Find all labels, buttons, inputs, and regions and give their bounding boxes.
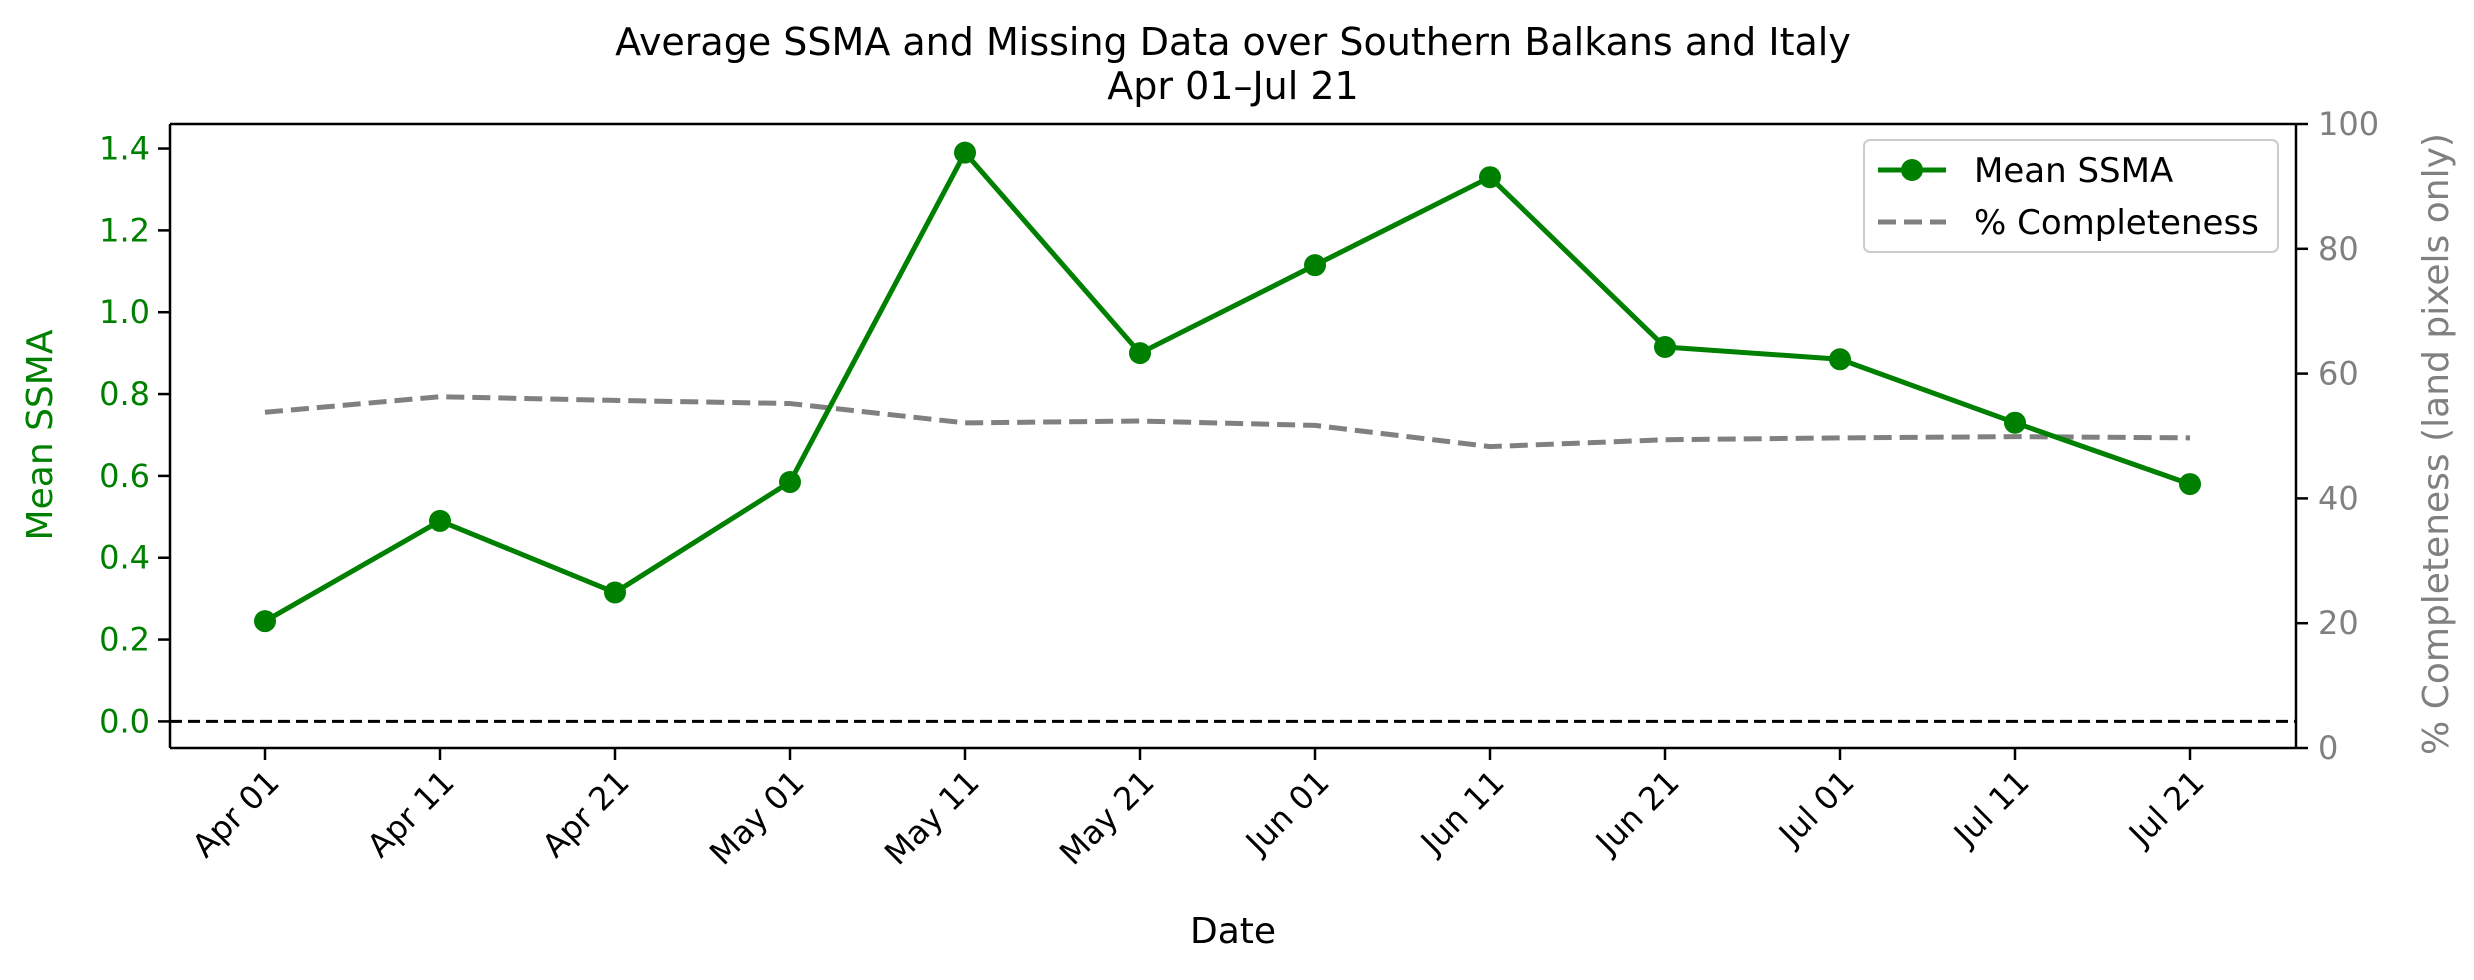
mean-ssma-point-4 <box>954 141 976 164</box>
right-y-tick-label-3: 60 <box>2318 355 2359 393</box>
right-y-tick-label-1: 20 <box>2318 604 2359 642</box>
mean-ssma-point-5 <box>1129 342 1151 365</box>
mean-ssma-point-11 <box>2179 473 2201 496</box>
left-y-tick-label-4: 0.8 <box>99 375 150 413</box>
legend-marker-mean-ssma <box>1901 159 1923 181</box>
mean-ssma-point-3 <box>779 471 801 494</box>
x-tick-label-9: Jul 01 <box>1770 763 1862 855</box>
x-tick-label-8: Jun 21 <box>1587 763 1687 863</box>
x-tick-label-6: Jun 01 <box>1237 763 1337 863</box>
left-y-tick-label-1: 0.2 <box>99 621 150 659</box>
left-y-tick-label-3: 0.6 <box>99 457 150 495</box>
x-tick-label-11: Jul 21 <box>2120 763 2212 855</box>
left-y-tick-label-0: 0.0 <box>99 702 150 740</box>
chart-subtitle: Apr 01–Jul 21 <box>1107 64 1358 108</box>
legend-label-completeness: % Completeness <box>1974 203 2259 243</box>
chart-title: Average SSMA and Missing Data over South… <box>615 20 1851 64</box>
x-tick-label-0: Apr 01 <box>185 763 287 865</box>
x-tick-label-3: May 01 <box>702 763 812 873</box>
mean-ssma-point-9 <box>1829 348 1851 371</box>
x-axis-label: Date <box>1190 911 1276 952</box>
x-tick-label-5: May 21 <box>1052 763 1162 873</box>
left-y-tick-label-2: 0.4 <box>99 539 150 577</box>
right-y-tick-label-4: 80 <box>2318 230 2359 268</box>
legend-box <box>1863 139 2279 253</box>
completeness-line <box>264 394 2191 450</box>
left-y-axis-label: Mean SSMA <box>20 329 61 540</box>
x-tick-label-10: Jul 11 <box>1945 763 2037 855</box>
x-tick-label-7: Jun 11 <box>1412 763 1512 863</box>
left-y-tick-label-6: 1.2 <box>99 211 150 249</box>
right-y-tick-label-5: 100 <box>2318 105 2379 143</box>
left-y-tick-label-5: 1.0 <box>99 293 150 331</box>
x-tick-label-1: Apr 11 <box>360 763 462 865</box>
right-y-axis-label: % Completeness (land pixels only) <box>2416 133 2457 755</box>
legend-label-mean-ssma: Mean SSMA <box>1974 151 2173 191</box>
mean-ssma-point-1 <box>429 509 451 532</box>
left-y-tick-label-7: 1.4 <box>99 130 150 168</box>
mean-ssma-point-7 <box>1479 166 1501 189</box>
x-tick-label-4: May 11 <box>877 763 987 873</box>
right-y-tick-label-2: 40 <box>2318 479 2359 517</box>
x-tick-label-2: Apr 21 <box>535 763 637 865</box>
legend: Mean SSMA % Completeness <box>1863 139 2279 253</box>
mean-ssma-point-8 <box>1654 336 1676 359</box>
mean-ssma-point-0 <box>254 610 276 633</box>
mean-ssma-point-10 <box>2004 411 2026 434</box>
mean-ssma-point-2 <box>604 581 626 604</box>
right-y-tick-label-0: 0 <box>2318 729 2338 767</box>
mean-ssma-point-6 <box>1304 254 1326 277</box>
mean-ssma-line <box>263 150 2191 624</box>
